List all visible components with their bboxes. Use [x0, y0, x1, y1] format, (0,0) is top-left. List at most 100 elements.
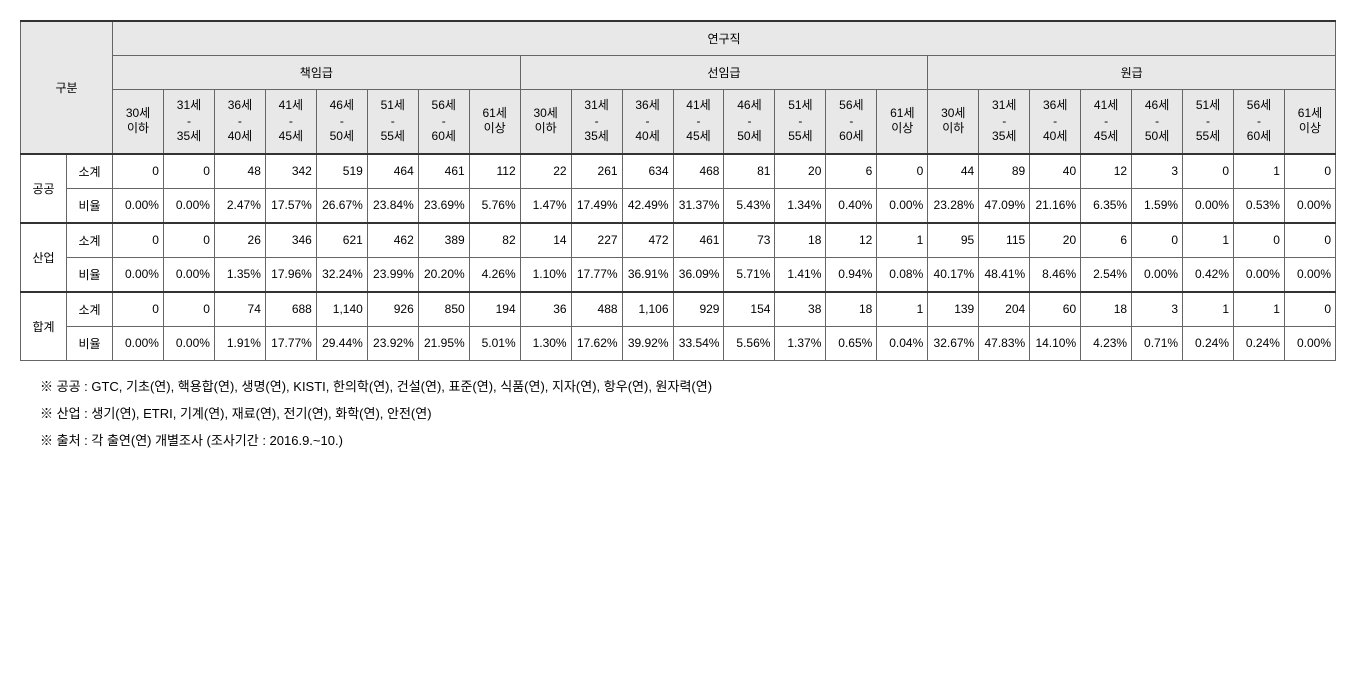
header-category: 구분: [21, 21, 113, 154]
category-name-2: 합계: [21, 292, 67, 361]
data-cell: 1.47%: [520, 188, 571, 223]
data-cell: 0: [1234, 223, 1285, 258]
footnote-0: ※ 공공 : GTC, 기초(연), 핵용합(연), 생명(연), KISTI,…: [20, 376, 1336, 395]
data-cell: 17.77%: [265, 326, 316, 360]
data-cell: 1: [1183, 223, 1234, 258]
data-cell: 462: [367, 223, 418, 258]
header-age-1-2: 36세 - 40세: [622, 90, 673, 154]
data-cell: 0.00%: [877, 188, 928, 223]
data-cell: 0.00%: [113, 188, 164, 223]
data-cell: 89: [979, 154, 1030, 189]
data-cell: 47.09%: [979, 188, 1030, 223]
data-cell: 23.92%: [367, 326, 418, 360]
data-cell: 5.76%: [469, 188, 520, 223]
header-group-0: 책임급: [113, 56, 521, 90]
data-cell: 44: [928, 154, 979, 189]
data-cell: 40: [1030, 154, 1081, 189]
header-age-2-7: 61세 이상: [1284, 90, 1335, 154]
footnote-1: ※ 산업 : 생기(연), ETRI, 기계(연), 재료(연), 전기(연),…: [20, 403, 1336, 422]
data-cell: 0.00%: [1284, 188, 1335, 223]
data-cell: 95: [928, 223, 979, 258]
data-cell: 21.16%: [1030, 188, 1081, 223]
data-cell: 60: [1030, 292, 1081, 327]
table-row: 산업소계002634662146238982142274724617318121…: [21, 223, 1336, 258]
data-cell: 688: [265, 292, 316, 327]
data-cell: 1.34%: [775, 188, 826, 223]
data-cell: 112: [469, 154, 520, 189]
data-cell: 227: [571, 223, 622, 258]
data-cell: 0.04%: [877, 326, 928, 360]
data-cell: 36.91%: [622, 257, 673, 292]
data-cell: 0.94%: [826, 257, 877, 292]
data-cell: 0.42%: [1183, 257, 1234, 292]
data-cell: 1: [877, 223, 928, 258]
data-cell: 0.53%: [1234, 188, 1285, 223]
data-cell: 0.40%: [826, 188, 877, 223]
data-cell: 1.41%: [775, 257, 826, 292]
data-cell: 4.23%: [1081, 326, 1132, 360]
category-name-0: 공공: [21, 154, 67, 223]
data-cell: 0: [1284, 292, 1335, 327]
data-cell: 47.83%: [979, 326, 1030, 360]
row-label-subtotal: 소계: [67, 292, 113, 327]
data-cell: 3: [1132, 154, 1183, 189]
data-cell: 18: [826, 292, 877, 327]
header-age-2-3: 41세 - 45세: [1081, 90, 1132, 154]
data-cell: 26.67%: [316, 188, 367, 223]
header-age-0-6: 56세 - 60세: [418, 90, 469, 154]
data-cell: 31.37%: [673, 188, 724, 223]
category-name-1: 산업: [21, 223, 67, 292]
header-groups-row: 책임급 선임급 원급: [21, 56, 1336, 90]
data-cell: 464: [367, 154, 418, 189]
data-cell: 0.24%: [1234, 326, 1285, 360]
header-age-1-0: 30세 이하: [520, 90, 571, 154]
data-cell: 342: [265, 154, 316, 189]
row-label-ratio: 비율: [67, 326, 113, 360]
data-cell: 23.84%: [367, 188, 418, 223]
data-cell: 621: [316, 223, 367, 258]
data-cell: 472: [622, 223, 673, 258]
header-age-2-5: 51세 - 55세: [1183, 90, 1234, 154]
data-cell: 1: [1183, 292, 1234, 327]
table-row: 합계소계00746881,140926850194364881,10692915…: [21, 292, 1336, 327]
data-cell: 461: [673, 223, 724, 258]
data-cell: 12: [1081, 154, 1132, 189]
table-header: 구분 연구직 책임급 선임급 원급 30세 이하31세 - 35세36세 - 4…: [21, 21, 1336, 154]
data-cell: 929: [673, 292, 724, 327]
data-cell: 194: [469, 292, 520, 327]
data-cell: 0: [113, 292, 164, 327]
data-cell: 17.96%: [265, 257, 316, 292]
data-cell: 73: [724, 223, 775, 258]
header-age-1-6: 56세 - 60세: [826, 90, 877, 154]
data-cell: 48: [214, 154, 265, 189]
data-cell: 6: [826, 154, 877, 189]
data-cell: 4.26%: [469, 257, 520, 292]
row-label-subtotal: 소계: [67, 154, 113, 189]
data-cell: 5.01%: [469, 326, 520, 360]
data-cell: 115: [979, 223, 1030, 258]
footnote-2: ※ 출처 : 각 출연(연) 개별조사 (조사기간 : 2016.9.~10.): [20, 430, 1336, 449]
data-cell: 1.10%: [520, 257, 571, 292]
data-cell: 1.37%: [775, 326, 826, 360]
header-age-1-7: 61세 이상: [877, 90, 928, 154]
data-cell: 0: [1183, 154, 1234, 189]
data-cell: 5.71%: [724, 257, 775, 292]
data-cell: 39.92%: [622, 326, 673, 360]
header-age-1-5: 51세 - 55세: [775, 90, 826, 154]
header-age-0-4: 46세 - 50세: [316, 90, 367, 154]
data-cell: 2.54%: [1081, 257, 1132, 292]
data-cell: 1: [1234, 154, 1285, 189]
data-cell: 0: [1284, 154, 1335, 189]
data-cell: 33.54%: [673, 326, 724, 360]
data-cell: 0.00%: [163, 257, 214, 292]
header-age-0-2: 36세 - 40세: [214, 90, 265, 154]
data-cell: 23.69%: [418, 188, 469, 223]
table-row: 공공소계004834251946446111222261634468812060…: [21, 154, 1336, 189]
header-group-1: 선임급: [520, 56, 928, 90]
age-distribution-table: 구분 연구직 책임급 선임급 원급 30세 이하31세 - 35세36세 - 4…: [20, 20, 1336, 361]
header-age-1-4: 46세 - 50세: [724, 90, 775, 154]
data-cell: 1.30%: [520, 326, 571, 360]
data-cell: 40.17%: [928, 257, 979, 292]
data-cell: 42.49%: [622, 188, 673, 223]
data-cell: 29.44%: [316, 326, 367, 360]
